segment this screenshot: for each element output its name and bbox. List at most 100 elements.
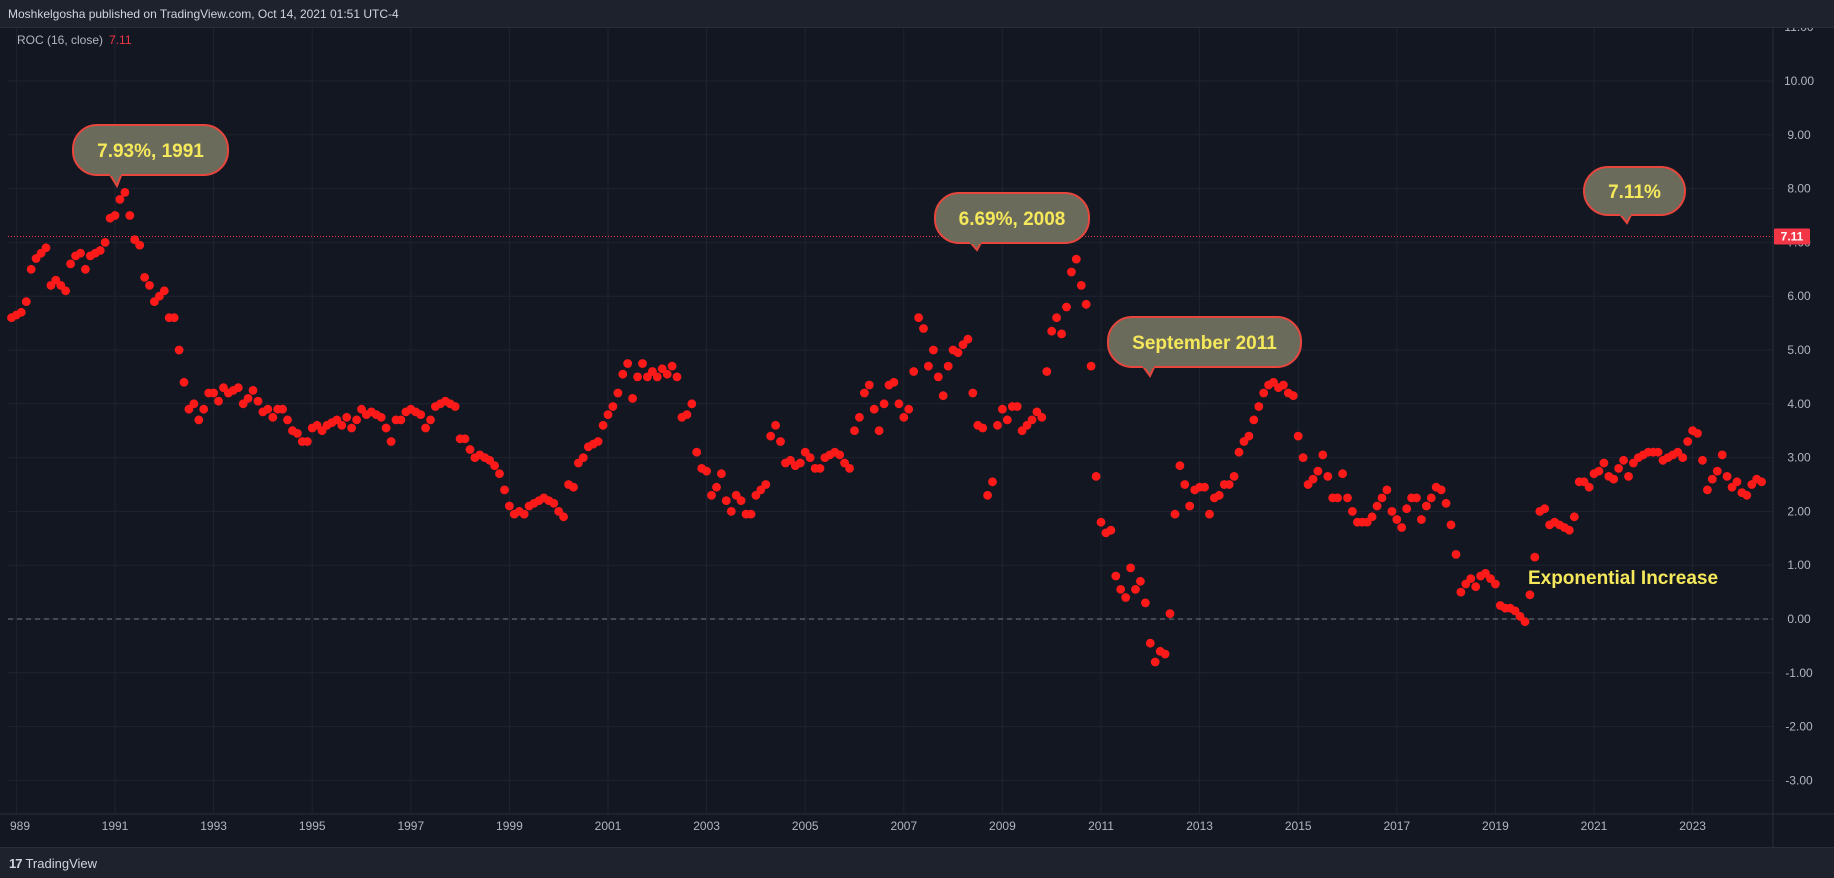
data-point — [1372, 501, 1382, 511]
x-tick-label: 1997 — [397, 819, 424, 833]
x-tick-label: 1991 — [102, 819, 129, 833]
data-point — [603, 410, 613, 419]
data-point — [1520, 617, 1530, 627]
data-point — [1343, 493, 1352, 503]
data-point — [1224, 480, 1234, 489]
data-point — [874, 426, 884, 436]
data-point — [953, 348, 963, 358]
data-point — [988, 477, 997, 487]
x-tick-label: 1995 — [299, 819, 326, 833]
data-point — [1160, 649, 1170, 659]
brand-name[interactable]: TradingView — [25, 855, 98, 871]
x-axis[interactable]: 989 1991 1993 1995 1997 1999 2001 2003 2005 2007 2… — [0, 813, 1834, 833]
data-point — [869, 404, 879, 414]
data-point — [95, 246, 105, 255]
data-point — [924, 361, 933, 371]
data-point — [1254, 402, 1264, 411]
data-point — [1698, 455, 1707, 465]
data-point — [145, 281, 154, 290]
x-tick-label: 2023 — [1679, 819, 1706, 833]
data-point — [1525, 590, 1535, 600]
data-point — [1229, 472, 1239, 481]
annotation-bubble[interactable]: 6.69%, 2008 — [934, 192, 1090, 252]
data-point — [194, 415, 204, 425]
data-point — [1111, 571, 1121, 581]
x-tick-label: 2013 — [1186, 819, 1213, 833]
data-point — [894, 399, 904, 409]
data-point — [919, 324, 928, 333]
data-point — [864, 380, 874, 390]
data-point — [746, 509, 756, 519]
data-point — [1150, 657, 1160, 667]
data-point — [1584, 482, 1594, 492]
x-tick-label: 2003 — [693, 819, 720, 833]
y-axis-panel — [1773, 28, 1834, 847]
data-point — [1259, 388, 1269, 398]
data-point — [495, 469, 504, 479]
tradingview-logo-icon[interactable]: 17 — [9, 855, 23, 871]
annotations: 7.93%, 1991 6.69%, 2008 September 2011 7.11… — [72, 124, 1718, 589]
data-point — [1145, 638, 1155, 648]
data-point — [381, 423, 391, 433]
data-point — [1402, 504, 1412, 514]
data-point — [1076, 281, 1086, 290]
data-point — [1742, 490, 1752, 500]
annotation-note[interactable]: Exponential Increase — [1528, 568, 1718, 589]
annotation-bubble[interactable]: September 2011 — [1107, 316, 1302, 378]
data-point — [26, 264, 36, 274]
data-point — [879, 399, 889, 409]
data-point — [140, 273, 150, 282]
data-point — [1382, 485, 1392, 495]
data-point — [337, 420, 347, 430]
data-point — [914, 313, 923, 323]
data-point — [1141, 598, 1150, 608]
data-point — [815, 464, 825, 473]
data-point — [1136, 576, 1145, 586]
roc-chart[interactable]: 7.93%, 1991 6.69%, 2008 September 2011 7.11… — [0, 28, 1834, 847]
indicator-legend[interactable]: ROC (16, close) 7.11 — [17, 33, 132, 47]
data-point — [1683, 437, 1693, 446]
data-point — [302, 437, 312, 446]
data-point — [125, 211, 135, 220]
bubble-body — [934, 192, 1090, 244]
data-point — [889, 377, 899, 387]
data-point — [736, 496, 746, 505]
y-tick-label: 1.00 — [1787, 558, 1811, 572]
bubble-label: 7.93%, 1991 — [97, 141, 204, 162]
publish-header: Moshkelgosha published on TradingView.co… — [0, 0, 1834, 28]
data-point — [233, 383, 243, 393]
data-point — [682, 410, 692, 419]
data-point — [1441, 498, 1451, 508]
y-tick-label: 11.00 — [1784, 28, 1813, 34]
data-point — [1057, 329, 1066, 339]
data-point — [376, 412, 386, 422]
annotation-bubble[interactable]: 7.11% — [1583, 166, 1686, 225]
y-tick-label: 4.00 — [1787, 397, 1811, 411]
y-axis[interactable]: 11.0010.009.008.007.006.005.004.003.002.… — [1772, 28, 1834, 847]
data-point — [1456, 587, 1466, 597]
data-point — [1185, 501, 1195, 511]
data-point — [293, 429, 302, 438]
x-tick-label: 2005 — [792, 819, 819, 833]
data-point — [169, 313, 179, 323]
data-point — [613, 388, 623, 398]
data-point — [268, 412, 278, 422]
data-point — [1042, 367, 1052, 376]
data-point — [1293, 431, 1303, 441]
data-point — [1693, 429, 1702, 438]
data-point — [692, 447, 702, 457]
y-tick-label: 3.00 — [1787, 451, 1811, 465]
data-point — [998, 404, 1007, 414]
data-point — [835, 450, 845, 460]
data-point — [569, 482, 578, 492]
data-point — [1653, 447, 1663, 457]
data-point — [1471, 582, 1481, 592]
data-point — [929, 345, 938, 355]
data-point — [559, 512, 568, 522]
bubble-body — [1583, 166, 1686, 216]
annotation-bubble[interactable]: 7.93%, 1991 — [72, 124, 229, 189]
data-point — [1165, 609, 1175, 618]
data-point — [1678, 453, 1688, 462]
data-point — [1170, 509, 1180, 519]
data-point — [1564, 525, 1574, 535]
